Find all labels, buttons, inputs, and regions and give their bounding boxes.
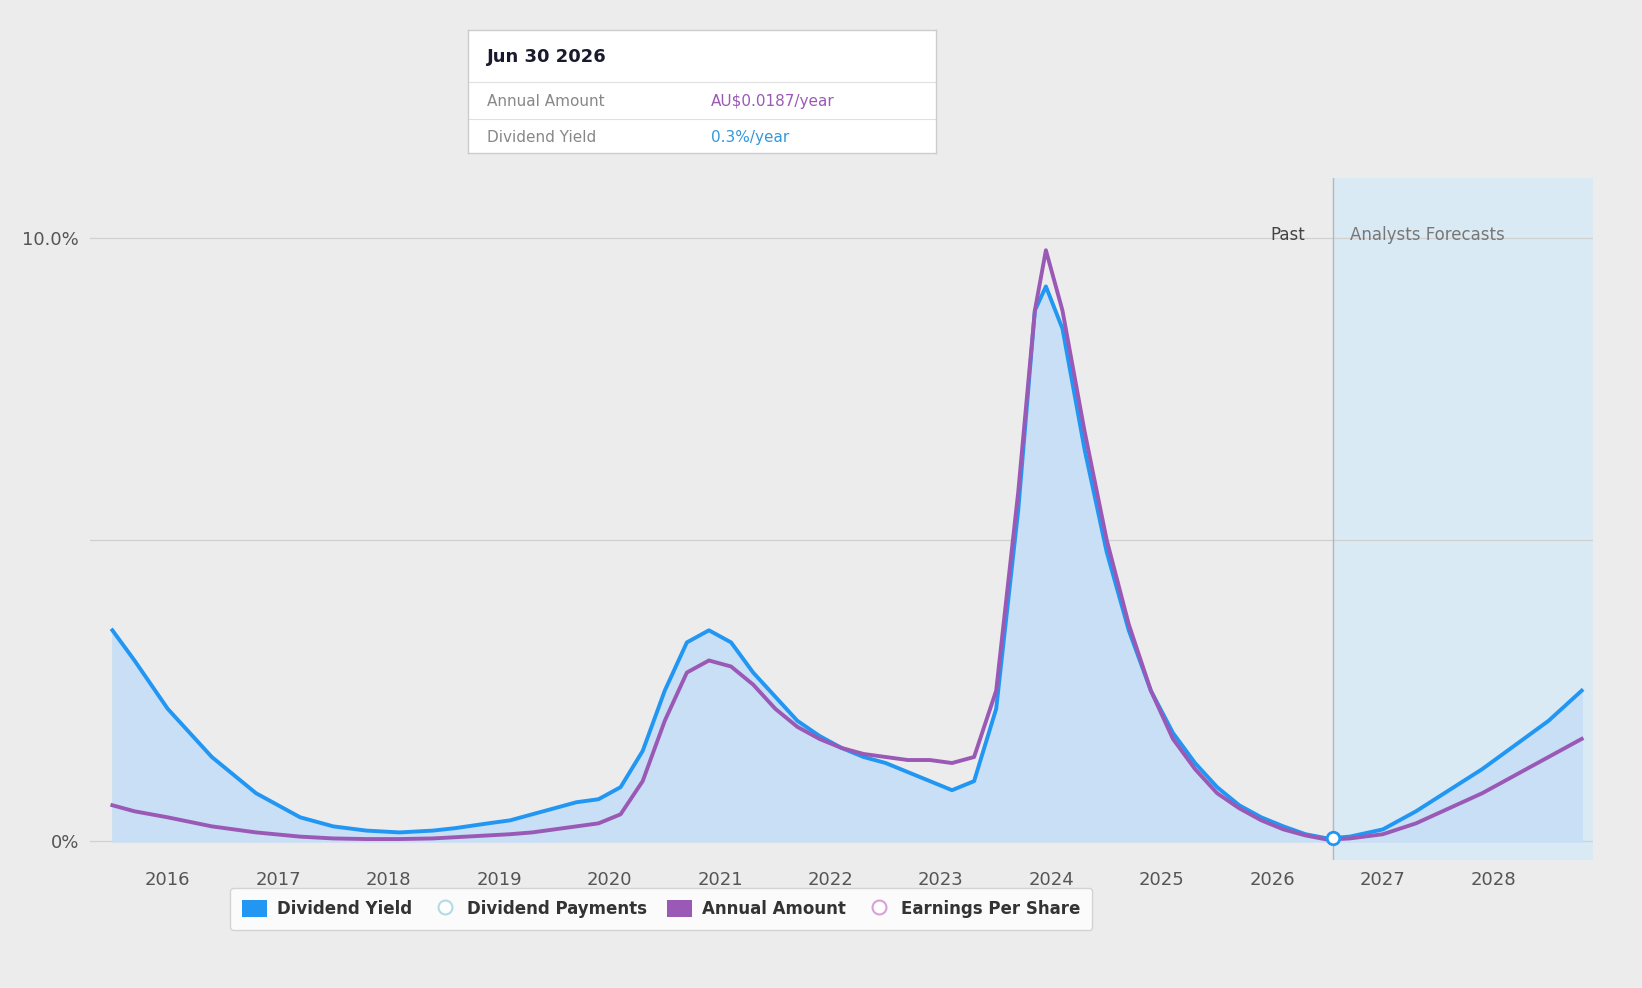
Text: Dividend Yield: Dividend Yield (486, 129, 596, 144)
Text: Analysts Forecasts: Analysts Forecasts (1350, 226, 1504, 244)
Text: Jun 30 2026: Jun 30 2026 (486, 47, 606, 66)
Text: Past: Past (1271, 226, 1305, 244)
Text: AU$0.0187/year: AU$0.0187/year (711, 94, 836, 109)
Legend: Dividend Yield, Dividend Payments, Annual Amount, Earnings Per Share: Dividend Yield, Dividend Payments, Annua… (230, 888, 1092, 930)
Text: 0.3%/year: 0.3%/year (711, 129, 790, 144)
Bar (1333, 178, 1593, 860)
Text: Annual Amount: Annual Amount (486, 94, 604, 109)
